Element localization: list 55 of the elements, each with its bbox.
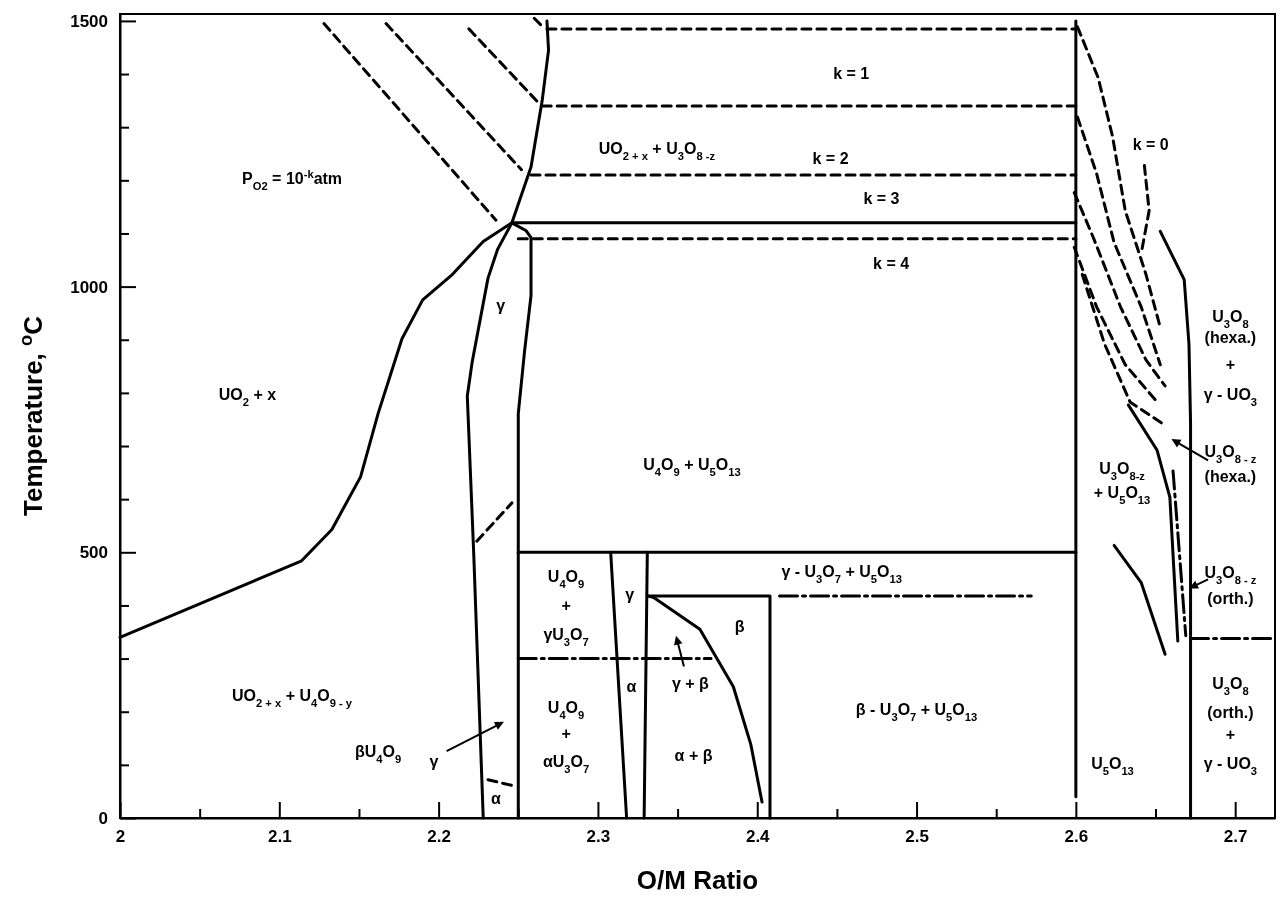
annotation: γ + β (671, 675, 710, 693)
annotation: γ - UO$_{3}$ (1203, 385, 1258, 408)
annotation: k = 2 (812, 149, 849, 167)
x-tick-label: 2.2 (427, 827, 451, 847)
annotation: U$_{4}$O$_{9}$ + U$_{5}$O$_{13}$ (643, 455, 741, 478)
x-axis-title: O/M Ratio (636, 865, 759, 895)
annotation: U$_{3}$O$_{8}$ (1212, 308, 1249, 331)
annotation: γ - UO$_{3}$ (1203, 755, 1258, 778)
annotation: U$_{5}$O$_{13}$ (1091, 755, 1134, 778)
annotation: γ (496, 297, 506, 315)
annotation: β - U$_{3}$O$_{7}$ + U$_{5}$O$_{13}$ (855, 701, 978, 724)
y-tick-label: 1000 (70, 277, 108, 297)
annotation: + (1225, 356, 1236, 374)
annotation: αU$_{3}$O$_{7}$ (542, 753, 590, 776)
annotation: + (561, 724, 571, 742)
x-tick-label: 2.5 (905, 827, 929, 847)
annotation: U$_{3}$O$_{8-z}$ (1099, 459, 1146, 482)
annotation: U$_{4}$O$_{9}$ (547, 698, 585, 721)
annotation: U$_{3}$O$_{8 - z}$ (1204, 564, 1257, 587)
y-tick-label: 500 (79, 543, 108, 563)
annotation: P$_{O2}$ = 10$^{-k}$atm (242, 167, 343, 192)
annotation: k = 4 (873, 255, 910, 273)
x-tick-label: 2.1 (267, 827, 292, 847)
annotation: + (1225, 725, 1236, 743)
annotation: α (626, 678, 637, 696)
annotation: γ - U$_{3}$O$_{7}$ + U$_{5}$O$_{13}$ (781, 563, 902, 586)
annotation: U$_{3}$O$_{8}$ (1212, 675, 1249, 698)
y-tick-label: 0 (98, 808, 108, 828)
annotation: γ (625, 586, 635, 604)
x-tick-label: 2 (115, 827, 126, 847)
x-tick-label: 2.7 (1223, 827, 1248, 847)
annotation: U$_{4}$O$_{9}$ (547, 567, 585, 590)
x-tick-label: 2.4 (745, 827, 771, 847)
annotation: βU$_{4}$O$_{9}$ (354, 742, 402, 765)
annotation: (orth.) (1207, 590, 1254, 608)
annotation: + (561, 597, 571, 615)
annotation: k = 1 (833, 64, 870, 82)
annotation: γ (429, 753, 439, 771)
annotation: α + β (674, 747, 713, 765)
x-tick-label: 2.6 (1064, 827, 1089, 847)
annotation: (orth.) (1207, 704, 1254, 722)
annotation: k = 3 (863, 189, 900, 207)
x-tick-label: 2.3 (586, 827, 611, 847)
annotation: UO$_{2 + x}$ + U$_{3}$O$_{8 -z}$ (598, 140, 716, 163)
annotation: UO$_{2}$ + x (218, 385, 277, 408)
annotation: UO$_{2 + x}$ + U$_{4}$O$_{9 - y}$ (232, 687, 353, 710)
annotation: U$_{3}$O$_{8 - z}$ (1204, 443, 1257, 466)
annotation: β (734, 618, 745, 636)
annotation: (hexa.) (1204, 467, 1257, 485)
annotation: k = 0 (1132, 135, 1169, 153)
annotation: + U$_{5}$O$_{13}$ (1093, 483, 1151, 506)
y-tick-label: 1500 (70, 11, 108, 31)
annotation: α (491, 790, 502, 808)
annotation: (hexa.) (1204, 329, 1257, 347)
annotation: γU$_{3}$O$_{7}$ (543, 626, 589, 649)
